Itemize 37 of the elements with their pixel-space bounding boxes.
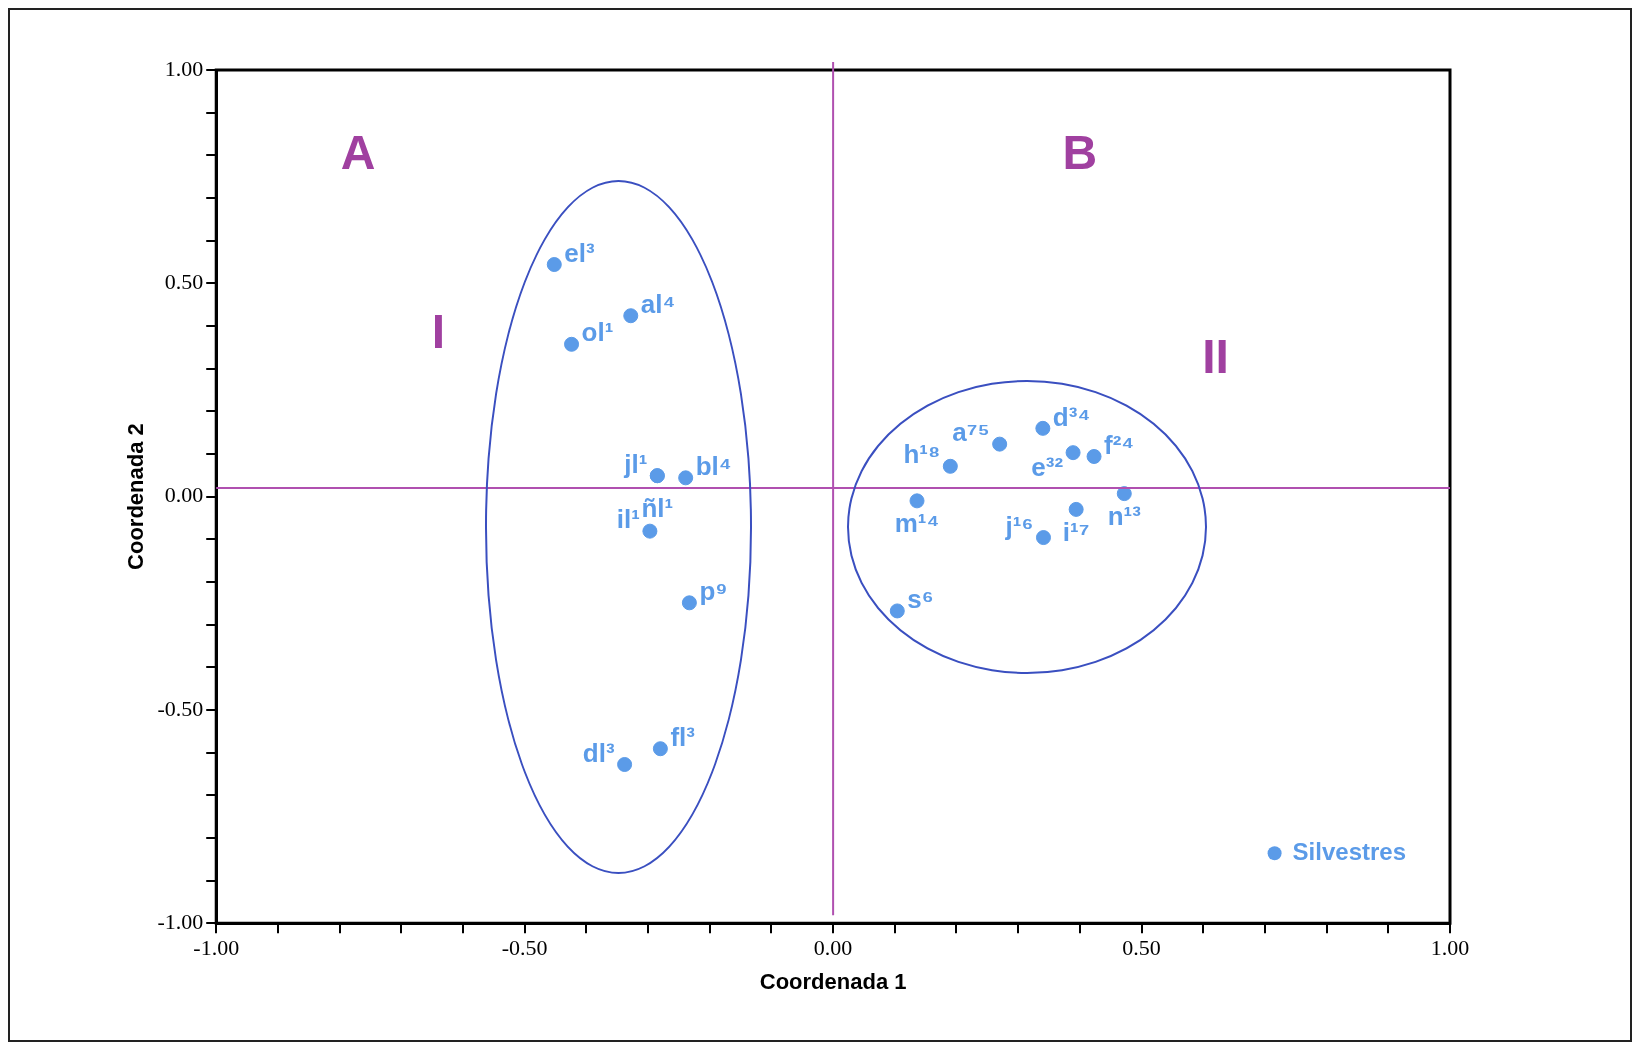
x-tick-label: 0.50 [1122, 935, 1161, 961]
data-label: p⁹ [699, 576, 728, 606]
data-label: al⁴ [640, 288, 676, 319]
legend-label: Silvestres [1292, 837, 1407, 865]
y-tick-label: -1.00 [157, 908, 204, 934]
annotation: B [1062, 125, 1098, 179]
data-label: d³⁴ [1052, 401, 1091, 432]
x-axis-title: Coordenada 1 [759, 968, 907, 994]
data-label: s⁶ [907, 584, 934, 615]
data-label: ol¹ [581, 317, 614, 348]
y-tick-label: 0.50 [164, 269, 204, 295]
data-label: el³ [564, 237, 595, 268]
y-axis-title: Coordenada 2 [123, 423, 149, 570]
data-label: dl³ [582, 737, 615, 768]
annotation: II [1202, 330, 1229, 384]
data-label: jl¹ [623, 448, 648, 479]
y-tick-label: 1.00 [164, 55, 204, 81]
data-label: fl³ [670, 721, 696, 752]
data-label: f²⁴ [1104, 429, 1135, 460]
data-label: a⁷⁵ [952, 417, 990, 448]
data-label: e³² [1031, 451, 1064, 482]
data-label: il¹ [616, 504, 640, 535]
data-label: i¹⁷ [1062, 516, 1090, 547]
data-label: h¹⁸ [903, 439, 941, 470]
annotation: I [431, 304, 445, 358]
data-label: bl⁴ [695, 451, 732, 481]
data-label: j¹⁶ [1004, 510, 1034, 541]
x-tick-label: 0.00 [813, 935, 853, 961]
x-tick-label: -1.00 [193, 935, 240, 961]
data-label: ñl¹ [641, 492, 674, 523]
x-tick-label: 1.00 [1430, 935, 1470, 961]
y-tick-label: 0.00 [164, 482, 204, 508]
data-label: m¹⁴ [894, 508, 940, 539]
x-tick-label: -0.50 [501, 935, 548, 961]
y-tick-label: -0.50 [157, 695, 204, 721]
data-label: n¹³ [1107, 500, 1142, 531]
annotation: A [340, 125, 376, 179]
